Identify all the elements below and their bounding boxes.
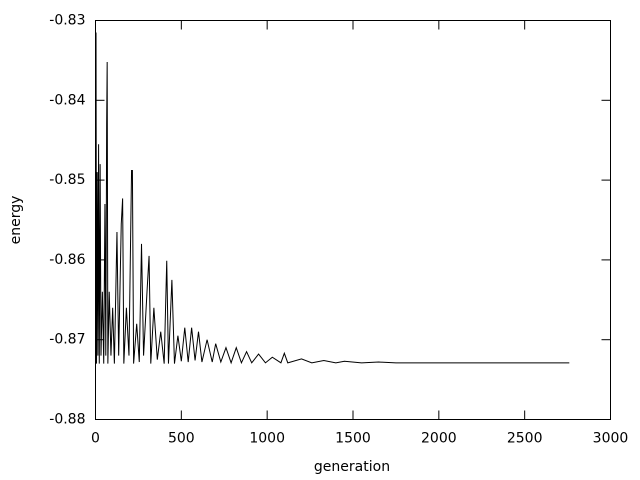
y-tick-label: -0.85 [49,172,85,188]
x-tick-label: 0 [91,431,100,447]
x-tick-label: 1000 [249,431,285,447]
x-axis-label: generation [314,459,390,475]
y-axis-label: energy [8,196,24,245]
y-tick-label: -0.88 [49,412,85,428]
data-line [95,32,570,365]
y-tick-label: -0.83 [49,13,85,29]
y-tick-label: -0.86 [49,252,85,268]
x-tick-label: 2000 [421,431,457,447]
x-tick-label: 500 [168,431,195,447]
x-tick-label: 1500 [335,431,371,447]
x-tick-label: 3000 [593,431,629,447]
y-tick-label: -0.87 [49,332,85,348]
y-tick-label: -0.84 [49,92,85,108]
plot-frame [95,20,611,420]
x-tick-label: 2500 [507,431,543,447]
